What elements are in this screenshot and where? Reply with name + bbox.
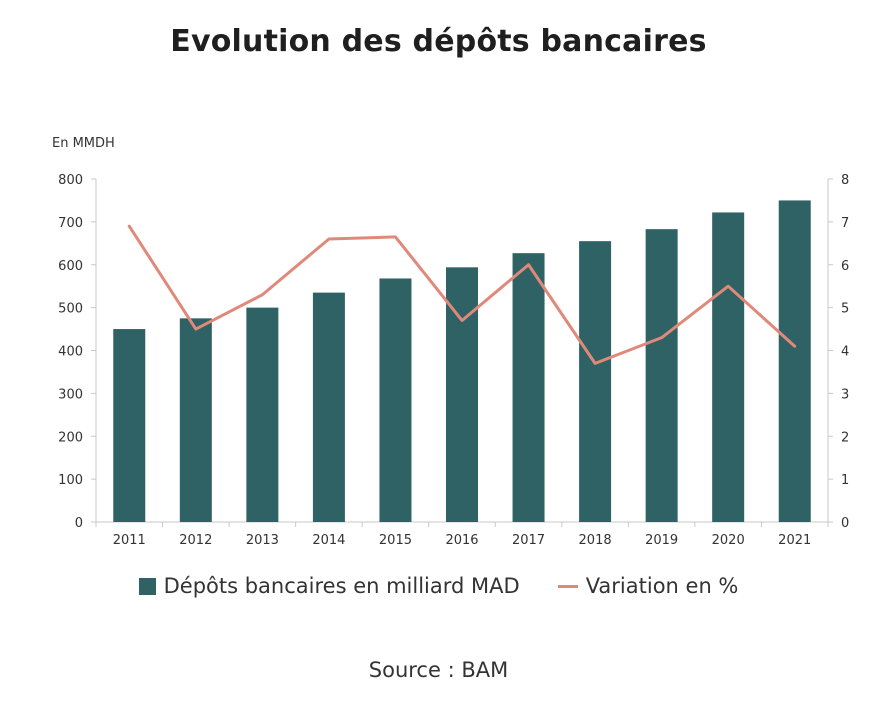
x-tick-label: 2011 [113, 533, 146, 548]
legend-label-bars: Dépôts bancaires en milliard MAD [163, 574, 520, 598]
x-tick-label: 2012 [179, 533, 212, 548]
x-tick-label: 2017 [512, 533, 545, 548]
y-right-tick-label: 2 [841, 430, 849, 445]
bar-series [113, 200, 811, 522]
y-right-tick-label: 4 [841, 345, 849, 360]
y-left-tick-label: 800 [58, 173, 83, 188]
x-tick-label: 2014 [312, 533, 345, 548]
x-tick-label: 2021 [778, 533, 811, 548]
legend: Dépôts bancaires en milliard MAD Variati… [0, 574, 877, 598]
x-tick-label: 2013 [246, 533, 279, 548]
y-right-tick-label: 5 [841, 302, 849, 317]
variation-line [127, 224, 797, 365]
y-right-tick-label: 6 [841, 259, 849, 274]
bar-2018 [579, 241, 612, 522]
tick-labels: 0 100 200 300 400 500 600 700 800 0 1 2 3 4 5 6 7 8 2011 20… [58, 173, 849, 548]
y-left-tick-label: 300 [58, 387, 83, 402]
x-tick-label: 2020 [712, 533, 745, 548]
y-right-tick-label: 7 [841, 216, 849, 231]
bar-2020 [712, 212, 745, 522]
chart-title: Evolution des dépôts bancaires [170, 24, 707, 59]
y-left-tick-label: 100 [58, 473, 83, 488]
y-right-tick-label: 3 [841, 387, 849, 402]
y-left-tick-label: 400 [58, 345, 83, 360]
x-tick-label: 2016 [445, 533, 478, 548]
y-left-tick-label: 0 [75, 516, 83, 531]
bar-2012 [179, 318, 212, 522]
bar-2013 [246, 307, 279, 522]
y-left-tick-label: 600 [58, 259, 83, 274]
legend-label-line: Variation en % [585, 574, 739, 598]
y-left-tick-label: 200 [58, 430, 83, 445]
line-series [127, 224, 797, 365]
y-axis-unit-label: En MMDH [52, 136, 115, 151]
legend-line-swatch [557, 584, 578, 588]
bar-2015 [379, 278, 412, 522]
y-right-tick-label: 0 [841, 516, 849, 531]
source-note: Source : BAM [368, 658, 509, 682]
bar-2014 [312, 292, 345, 522]
x-tick-label: 2018 [579, 533, 612, 548]
y-right-tick-label: 8 [841, 173, 849, 188]
y-left-tick-label: 700 [58, 216, 83, 231]
legend-bar-swatch [138, 577, 156, 595]
x-tick-label: 2019 [645, 533, 678, 548]
legend-item-line: Variation en % [557, 574, 739, 598]
bar-2017 [512, 253, 545, 522]
bar-2021 [778, 200, 811, 522]
y-left-tick-label: 500 [58, 302, 83, 317]
bar-2019 [645, 229, 678, 522]
x-tick-label: 2015 [379, 533, 412, 548]
bar-2011 [113, 329, 146, 522]
y-right-tick-label: 1 [841, 473, 849, 488]
legend-item-bars: Dépôts bancaires en milliard MAD [138, 574, 520, 598]
